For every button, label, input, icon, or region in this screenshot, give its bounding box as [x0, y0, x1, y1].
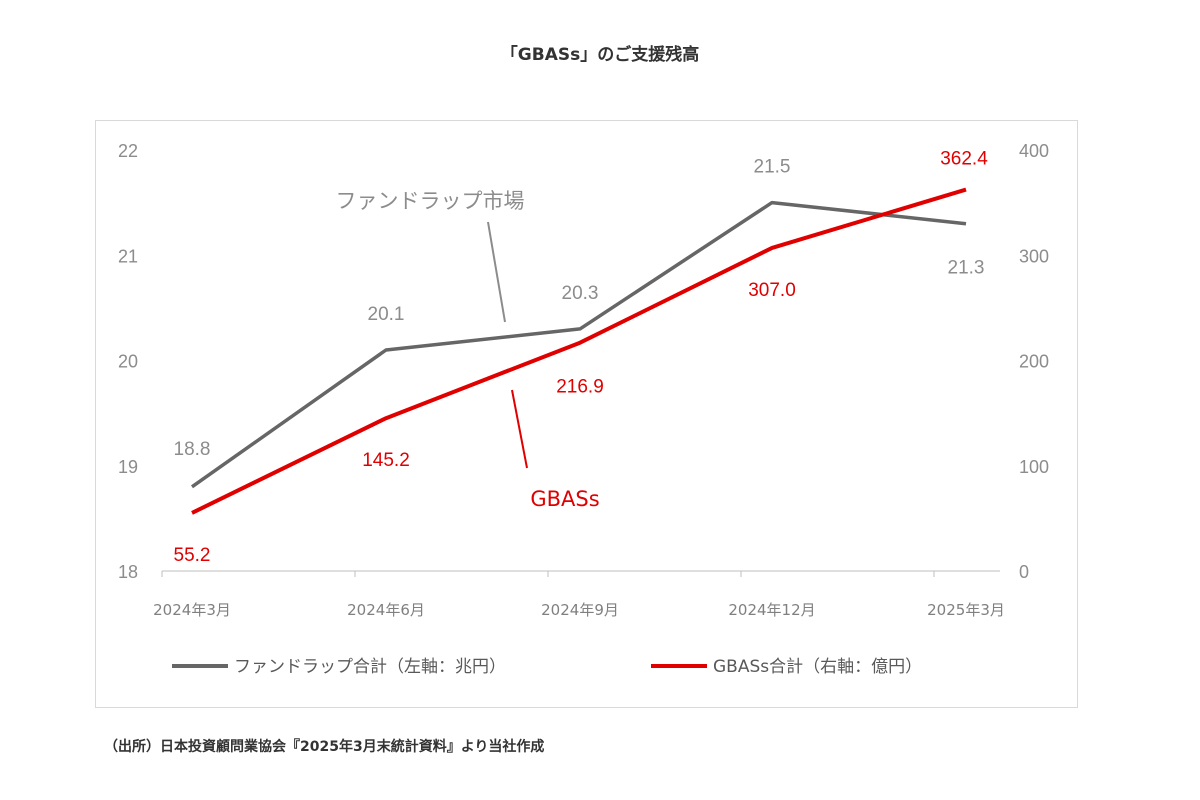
x-tick-label: 2024年3月 — [153, 601, 231, 619]
data-label-gbass: 145.2 — [362, 450, 410, 471]
legend-label-gbass: GBASs合計（右軸：億円） — [713, 657, 922, 677]
y-right-tick-label: 100 — [1019, 457, 1049, 477]
series-line-gbass — [191, 187, 967, 515]
chart-title: 「GBASs」のご支援残高 — [500, 45, 700, 65]
y-right-tick-label: 300 — [1019, 246, 1049, 266]
annotation-leader-gbass — [511, 389, 528, 469]
y-right-tick-label: 0 — [1019, 562, 1029, 582]
y-left-tick-label: 18 — [118, 562, 138, 582]
data-label-fundwrap: 21.5 — [754, 157, 791, 178]
source-note: （出所）日本投資顧問業協会『2025年3月末統計資料』より当社作成 — [104, 739, 545, 755]
y-right-tick-label: 200 — [1019, 352, 1049, 372]
x-tick-label: 2024年6月 — [347, 601, 425, 619]
y-left-tick-label: 22 — [118, 141, 138, 161]
y-left-tick-label: 19 — [118, 457, 138, 477]
annotation-gbass: GBASs — [530, 487, 599, 511]
data-label-gbass: 55.2 — [174, 545, 211, 566]
chart-frame — [95, 120, 1078, 708]
annotation-leader-fundwrap — [487, 221, 506, 323]
y-left-tick-label: 20 — [118, 352, 138, 372]
y-left-tick-label: 21 — [118, 246, 138, 266]
data-label-gbass: 307.0 — [748, 280, 796, 301]
y-right-tick-label: 400 — [1019, 141, 1049, 161]
annotation-fundwrap-market: ファンドラップ市場 — [336, 189, 525, 213]
data-label-fundwrap: 21.3 — [948, 258, 985, 279]
series-line-fundwrap — [190, 200, 967, 489]
x-tick-label: 2024年9月 — [541, 601, 619, 619]
x-tick-label: 2025年3月 — [927, 601, 1005, 619]
x-tick-label: 2024年12月 — [728, 601, 815, 619]
data-label-fundwrap: 20.1 — [368, 304, 405, 325]
data-label-gbass: 216.9 — [556, 377, 604, 398]
data-label-fundwrap: 20.3 — [562, 283, 599, 304]
data-label-fundwrap: 18.8 — [174, 439, 211, 460]
data-label-gbass: 362.4 — [940, 149, 988, 170]
legend-label-fundwrap: ファンドラップ合計（左軸：兆円） — [234, 657, 506, 677]
